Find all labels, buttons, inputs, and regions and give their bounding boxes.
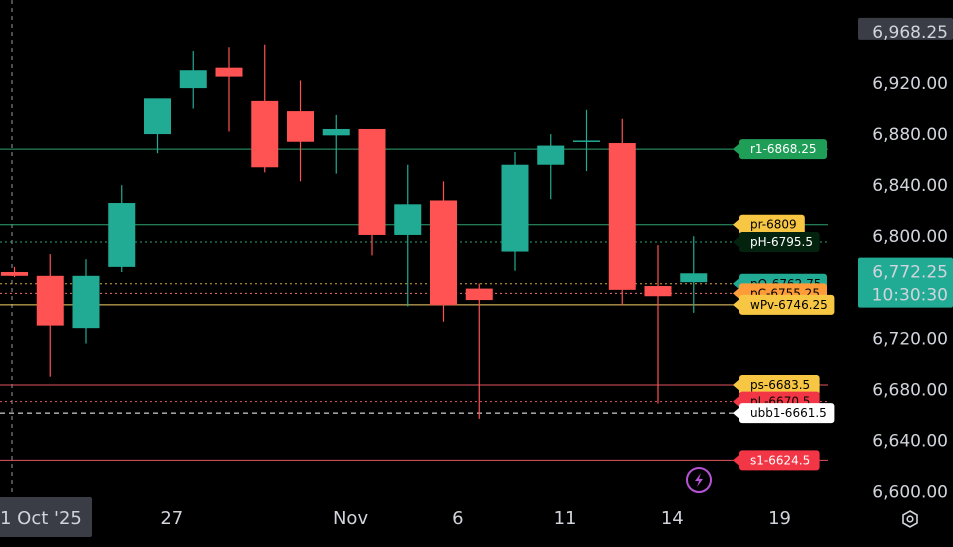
time-tick-label: 1 Oct '25 [0, 508, 82, 529]
settings-icon[interactable] [902, 510, 918, 528]
lightning-icon[interactable] [686, 467, 712, 493]
candle-body [1, 271, 28, 276]
price-tick-label: 6,720.00 [872, 329, 948, 349]
level-tag: pH-6795.5 [733, 231, 820, 252]
level-tag: ubb1-6661.5 [733, 403, 835, 424]
candle-body [680, 273, 708, 283]
level-tag-label: pr-6809 [750, 218, 797, 232]
candle-body [36, 275, 64, 326]
candle-body [322, 128, 350, 136]
level-tag: pr-6809 [733, 214, 805, 235]
candle-body [501, 164, 529, 252]
price-tick-label: 6,920.00 [872, 74, 948, 94]
price-tick-label: 6,600.00 [872, 483, 948, 503]
current-price-label: 6,772.25 [872, 263, 948, 283]
time-tick-label: Nov [333, 508, 368, 529]
candle-body [394, 204, 422, 235]
candle-body [644, 286, 672, 297]
current-price-badge: 6,772.25 10:30:30 [858, 257, 953, 308]
level-tag-label: ps-6683.5 [750, 378, 810, 392]
candle-body [430, 200, 457, 306]
level-tag-label: r1-6868.25 [750, 142, 817, 156]
candle-body [608, 143, 636, 290]
time-tick-label: 11 [554, 508, 577, 529]
level-tag: ps-6683.5 [733, 374, 820, 395]
price-tick-label: 6,640.00 [872, 432, 948, 452]
price-tick-label: 6,680.00 [872, 380, 948, 400]
candle-body [537, 145, 565, 165]
time-axis[interactable]: 1 Oct '25 27 Nov 6 11 14 19 [0, 497, 791, 537]
current-price-time: 10:30:30 [872, 286, 948, 306]
candle-body [358, 128, 386, 235]
level-tags: r1-6868.25pr-6809pH-6795.5pO-6762.75pC-6… [733, 139, 835, 471]
price-tick-label: 6,968.25 [872, 23, 948, 43]
candle-body [179, 70, 207, 89]
candle-body [465, 288, 493, 301]
current-price-box [858, 257, 953, 308]
candle-body [287, 111, 314, 142]
time-tick-label: 19 [768, 508, 791, 529]
level-tag-label: ubb1-6661.5 [750, 406, 827, 420]
candle-body [573, 140, 600, 142]
candles [1, 44, 708, 419]
candle-body [144, 98, 171, 135]
time-tick-label: 14 [661, 508, 684, 529]
level-tag-label: s1-6624.5 [750, 453, 810, 467]
level-tag: r1-6868.25 [733, 139, 827, 160]
time-tick-label: 27 [160, 508, 183, 529]
candle-body [108, 203, 136, 267]
candle-body [72, 275, 100, 329]
time-tick-label: 6 [452, 508, 463, 529]
price-tick-label: 6,880.00 [872, 125, 948, 145]
candle-body [251, 100, 279, 168]
top-price-badge [858, 17, 953, 40]
level-tag-label: pH-6795.5 [750, 235, 813, 249]
level-tag: s1-6624.5 [733, 450, 820, 471]
time-label-highlight [0, 497, 92, 537]
price-ticks: 6,600.006,640.006,680.006,720.006,760.00… [858, 17, 953, 503]
price-axis[interactable]: 6,600.006,640.006,680.006,720.006,760.00… [858, 17, 953, 503]
time-ticks: 1 Oct '25 27 Nov 6 11 14 19 [0, 497, 791, 537]
level-lines [0, 148, 828, 461]
level-tag-label: wPv-6746.25 [750, 298, 828, 312]
level-tag: wPv-6746.25 [733, 294, 835, 315]
candle-body [215, 67, 243, 77]
price-tick-label: 6,800.00 [872, 227, 948, 247]
price-tick-label: 6,840.00 [872, 176, 948, 196]
